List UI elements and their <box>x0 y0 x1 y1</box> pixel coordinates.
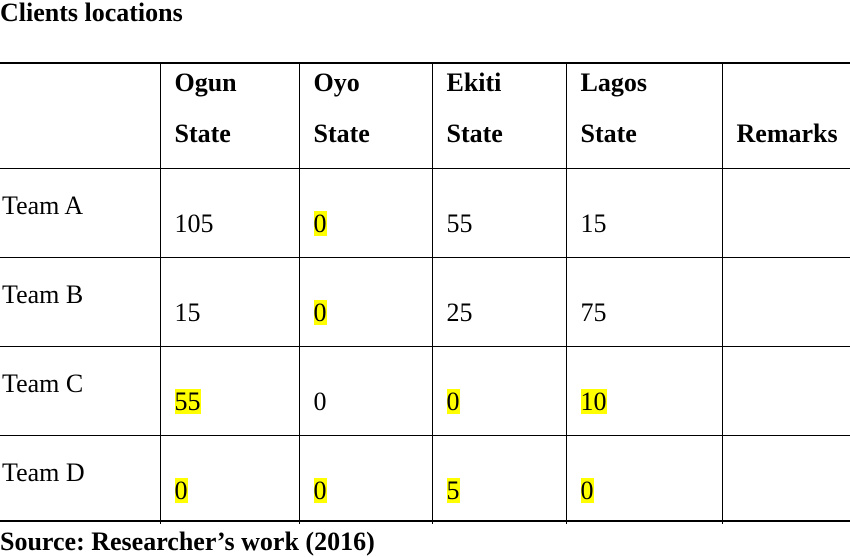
table-title: Clients locations <box>0 0 183 27</box>
remarks-cell <box>721 434 850 524</box>
source-note: Source: Researcher’s work (2016) <box>0 527 375 556</box>
value-cell: 0 <box>298 256 432 346</box>
row-label: Team A <box>2 190 84 220</box>
value-cell: 75 <box>565 256 722 346</box>
header-line1: Lagos <box>580 68 647 97</box>
cell-value: 0 <box>313 208 327 238</box>
row-label-cell: Team B <box>0 256 160 346</box>
row-label: Team D <box>2 457 85 487</box>
header-line1: Ekiti <box>446 68 502 97</box>
value-cell: 105 <box>159 167 299 257</box>
cell-value: 0 <box>313 297 327 327</box>
table-row-team-c: Team C 55 0 0 10 <box>0 345 850 435</box>
table-row-team-a: Team A 105 0 55 15 <box>0 167 850 257</box>
header-line2: State <box>580 119 637 148</box>
cell-value: 0 <box>174 475 188 505</box>
row-label: Team B <box>2 279 84 309</box>
remarks-cell <box>721 345 850 435</box>
remarks-cell <box>721 256 850 346</box>
row-label-cell: Team A <box>0 167 160 257</box>
header-ekiti-state: Ekiti State <box>431 64 566 168</box>
header-remarks: Remarks <box>721 64 850 168</box>
value-cell: 0 <box>298 167 432 257</box>
value-cell: 15 <box>159 256 299 346</box>
cell-value: 15 <box>580 208 607 238</box>
cell-value: 0 <box>580 475 594 505</box>
value-cell: 0 <box>298 434 432 524</box>
value-cell: 55 <box>431 167 566 257</box>
value-cell: 15 <box>565 167 722 257</box>
cell-value: 55 <box>174 386 201 416</box>
value-cell: 55 <box>159 345 299 435</box>
header-remarks-label: Remarks <box>736 119 838 148</box>
cell-value: 75 <box>580 297 607 327</box>
clients-locations-table: Ogun State Oyo State Ekiti State Lagos <box>0 64 850 524</box>
value-cell: 0 <box>159 434 299 524</box>
header-line2: State <box>174 119 231 148</box>
header-line1: Oyo <box>313 68 360 97</box>
row-label-cell: Team C <box>0 345 160 435</box>
cell-value: 15 <box>174 297 201 327</box>
value-cell: 10 <box>565 345 722 435</box>
header-line2: State <box>446 119 503 148</box>
corner-header-cell <box>0 64 160 168</box>
cell-value: 55 <box>446 208 473 238</box>
cell-value: 0 <box>313 475 327 505</box>
value-cell: 0 <box>431 345 566 435</box>
header-oyo-state: Oyo State <box>298 64 432 168</box>
value-cell: 0 <box>565 434 722 524</box>
clients-locations-table-container: Ogun State Oyo State Ekiti State Lagos <box>0 62 850 524</box>
table-row-team-d: Team D 0 0 5 0 <box>0 434 850 524</box>
cell-value: 5 <box>446 475 460 505</box>
value-cell: 25 <box>431 256 566 346</box>
header-lagos-state: Lagos State <box>565 64 722 168</box>
header-ogun-state: Ogun State <box>159 64 299 168</box>
header-line2: State <box>313 119 370 148</box>
cell-value: 0 <box>446 386 460 416</box>
table-row-team-b: Team B 15 0 25 75 <box>0 256 850 346</box>
header-row: Ogun State Oyo State Ekiti State Lagos <box>0 64 850 168</box>
cell-value: 105 <box>174 208 214 238</box>
value-cell: 0 <box>298 345 432 435</box>
row-label: Team C <box>2 368 84 398</box>
row-label-cell: Team D <box>0 434 160 524</box>
cell-value: 25 <box>446 297 473 327</box>
header-line1: Ogun <box>174 68 237 97</box>
remarks-cell <box>721 167 850 257</box>
cell-value: 0 <box>313 386 327 416</box>
cell-value: 10 <box>580 386 607 416</box>
value-cell: 5 <box>431 434 566 524</box>
